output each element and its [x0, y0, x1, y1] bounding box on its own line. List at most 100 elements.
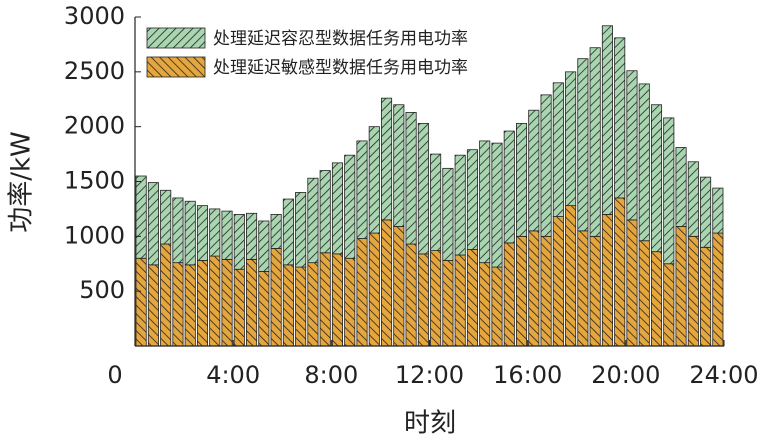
x-tick-label: 4:00	[206, 361, 260, 389]
bar-hatch	[356, 140, 368, 239]
bar-hatch	[393, 104, 404, 227]
bar-hatch	[136, 176, 147, 259]
y-tick-label: 2500	[64, 57, 125, 85]
bar-hatch	[185, 264, 196, 346]
bar-hatch	[626, 219, 638, 346]
y-tick-label: 1500	[64, 167, 125, 195]
bar-hatch	[528, 110, 539, 231]
bar-hatch	[688, 161, 699, 237]
bar-hatch	[516, 236, 527, 346]
bar-hatch	[270, 248, 282, 346]
bar-hatch	[663, 263, 674, 346]
bar-hatch	[344, 258, 355, 346]
bar-hatch	[381, 219, 392, 346]
bar-hatch	[332, 253, 343, 346]
bar-hatch	[590, 236, 601, 346]
bar-hatch	[234, 269, 245, 346]
bar-hatch	[283, 264, 294, 346]
bar-hatch	[295, 192, 306, 268]
bar-hatch	[675, 226, 687, 346]
bar-hatch	[185, 201, 196, 265]
bar-hatch	[712, 188, 723, 234]
x-tick-label: 16:00	[493, 361, 562, 389]
bar-hatch	[307, 262, 319, 346]
bar-hatch	[639, 83, 650, 241]
bar-hatch	[246, 213, 257, 260]
x-axis-label: 时刻	[404, 409, 456, 439]
bar-hatch	[626, 70, 638, 220]
bar-hatch	[467, 249, 478, 346]
legend-label: 处理延迟容忍型数据任务用电功率	[213, 29, 468, 49]
bar-hatch	[172, 197, 184, 263]
bar-hatch	[283, 199, 294, 265]
bar-hatch	[553, 216, 564, 346]
bar-hatch	[651, 104, 662, 252]
bar-hatch	[491, 267, 503, 346]
bar-hatch	[528, 230, 539, 346]
bar-hatch	[467, 149, 478, 250]
y-tick-label: 1000	[64, 221, 125, 249]
y-tick-label: 3000	[64, 2, 125, 30]
bar-hatch	[663, 117, 674, 264]
bar-hatch	[197, 260, 208, 346]
bar-hatch	[577, 230, 589, 346]
bar-hatch	[442, 168, 454, 261]
bar-hatch	[418, 123, 429, 254]
bar-hatch	[688, 236, 699, 346]
bar-hatch	[651, 251, 662, 346]
bar-hatch	[504, 242, 515, 346]
bar-hatch	[540, 94, 552, 237]
bar-hatch	[430, 250, 441, 346]
bar-hatch	[614, 197, 625, 346]
legend-label: 处理延迟敏感型数据任务用电功率	[213, 58, 468, 78]
bar-hatch	[270, 214, 282, 249]
bar-hatch	[369, 233, 380, 346]
y-axis-label: 功率/kW	[7, 131, 37, 233]
x-tick-label: 0	[107, 361, 122, 389]
bar-hatch	[639, 240, 650, 346]
x-tick-label: 8:00	[304, 361, 358, 389]
bar-hatch	[491, 143, 503, 268]
bar-hatch	[148, 182, 159, 265]
legend-hatch	[147, 57, 205, 77]
bar-hatch	[320, 252, 331, 346]
bar-hatch	[320, 170, 331, 253]
bar-hatch	[258, 220, 269, 272]
bar-hatch	[307, 178, 319, 263]
bar-hatch	[405, 244, 417, 346]
bar-hatch	[675, 147, 687, 227]
x-tick-label: 20:00	[591, 361, 660, 389]
bar-hatch	[479, 140, 490, 263]
bar-hatch	[221, 259, 233, 346]
bar-hatch	[553, 82, 564, 217]
bar-hatch	[516, 123, 527, 237]
bar-hatch	[430, 154, 441, 251]
bar-hatch	[565, 205, 576, 346]
bar-hatch	[369, 126, 380, 234]
y-tick-label: 500	[79, 276, 125, 304]
bar-hatch	[442, 260, 454, 346]
bar-hatch	[197, 205, 208, 261]
bar-hatch	[160, 244, 171, 346]
bar-hatch	[344, 155, 355, 259]
bar-hatch	[234, 214, 245, 270]
bar-hatch	[602, 25, 613, 215]
bar-hatch	[418, 253, 429, 346]
bar-hatch	[577, 58, 589, 231]
legend-hatch	[147, 28, 205, 48]
bar-hatch	[504, 131, 515, 243]
bar-hatch	[160, 190, 171, 245]
bar-hatch	[455, 155, 466, 255]
bar-hatch	[258, 271, 269, 346]
bar-hatch	[381, 98, 392, 220]
bar-hatch	[148, 264, 159, 346]
bar-hatch	[614, 37, 625, 198]
bar-hatch	[172, 262, 184, 346]
bar-hatch	[295, 267, 306, 346]
bar-hatch	[712, 233, 723, 346]
bar-hatch	[479, 262, 490, 346]
bar-hatch	[455, 254, 466, 346]
bar-hatch	[356, 238, 368, 346]
bar-hatch	[209, 208, 220, 257]
